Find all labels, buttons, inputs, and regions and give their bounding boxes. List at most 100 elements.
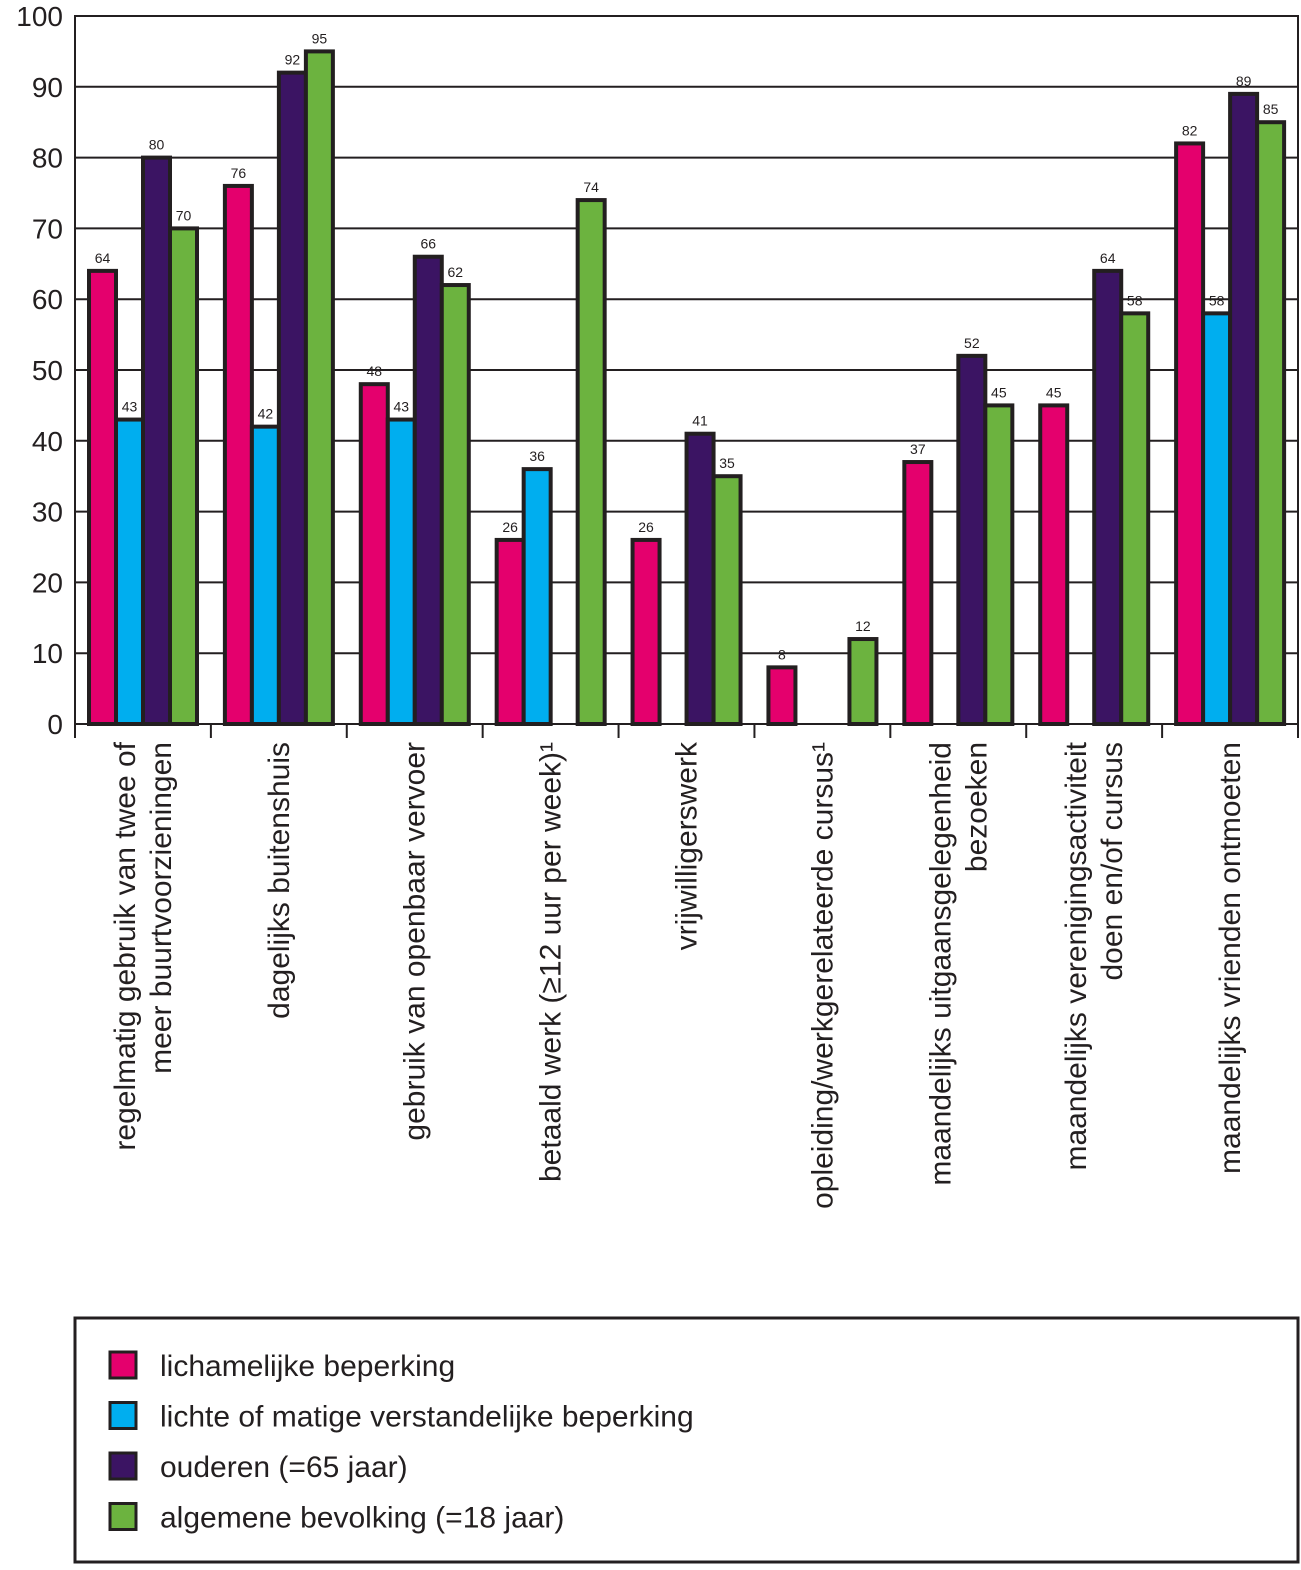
- x-tick-label-line: dagelijks buitenshuis: [263, 742, 296, 1019]
- y-tick-label: 80: [32, 143, 63, 174]
- bar: [1255, 120, 1287, 726]
- x-tick-label: maandelijks uitgaansgelegenheid bezoeken: [924, 742, 993, 1186]
- x-tick-label: opleiding/werkgerelateerde cursus¹: [806, 742, 839, 1209]
- value-label: 52: [964, 335, 980, 351]
- value-label: 43: [122, 399, 138, 415]
- bar: [168, 226, 199, 726]
- x-tick-label-line: maandelijks verenigingsactiviteit: [1060, 741, 1093, 1170]
- bar: [1119, 311, 1151, 726]
- bar: [303, 49, 335, 726]
- y-tick-label: 60: [32, 284, 63, 315]
- bar: [847, 637, 879, 726]
- legend-label: algemene bevolking (=18 jaar): [160, 1502, 564, 1535]
- bar: [684, 431, 716, 726]
- value-label: 45: [991, 384, 1007, 400]
- x-tick-label-line: vrijwilligerswerk: [671, 741, 704, 950]
- y-tick-label: 50: [32, 355, 63, 386]
- value-label: 70: [176, 207, 192, 223]
- legend-label: ouderen (=65 jaar): [160, 1451, 408, 1484]
- value-label: 12: [855, 618, 871, 634]
- x-tick-label: gebruik van openbaar vervoer: [399, 742, 432, 1141]
- value-label: 92: [285, 52, 301, 68]
- value-label: 95: [312, 30, 328, 46]
- bar: [276, 70, 308, 726]
- bar: [956, 353, 988, 726]
- y-tick-label: 0: [47, 709, 63, 740]
- value-label: 42: [258, 406, 274, 422]
- x-tick-label: regelmatig gebruik van twee of meer buurt…: [109, 741, 178, 1150]
- x-tick-label-line: gebruik van openbaar vervoer: [399, 742, 432, 1141]
- value-label: 37: [910, 441, 926, 457]
- y-tick-label: 10: [32, 638, 63, 669]
- bar: [983, 403, 1015, 726]
- value-label: 64: [1100, 250, 1116, 266]
- value-label: 62: [447, 264, 463, 280]
- x-tick-label: vrijwilligerswerk: [671, 741, 704, 950]
- bar: [630, 537, 662, 726]
- x-tick-label-line: doen en/of cursus: [1096, 742, 1129, 981]
- value-label: 41: [692, 413, 708, 429]
- y-tick-label: 70: [32, 213, 63, 244]
- value-label: 35: [719, 455, 735, 471]
- bar: [439, 283, 471, 726]
- legend-swatch: [108, 1451, 138, 1481]
- bar: [1174, 141, 1206, 726]
- legend-swatch: [108, 1350, 138, 1380]
- x-tick-label-line: meer buurtvoorzieningen: [145, 742, 178, 1074]
- bar: [114, 417, 145, 726]
- value-label: 26: [502, 519, 518, 535]
- x-tick-label-line: bezoeken: [960, 742, 993, 872]
- x-tick-label-line: opleiding/werkgerelateerde cursus¹: [806, 742, 839, 1209]
- y-tick-label: 30: [32, 497, 63, 528]
- x-tick-label: dagelijks buitenshuis: [263, 742, 296, 1019]
- value-label: 43: [393, 399, 409, 415]
- bar: [575, 198, 607, 726]
- x-tick-label: betaald werk (≥12 uur per week)¹: [535, 742, 568, 1182]
- bar: [141, 155, 172, 727]
- value-label: 8: [778, 646, 786, 662]
- bar: [1092, 268, 1124, 726]
- bar: [1228, 91, 1260, 726]
- y-tick-label: 90: [32, 72, 63, 103]
- value-label: 58: [1127, 292, 1143, 308]
- bar: [1201, 311, 1233, 726]
- x-tick-label-line: regelmatig gebruik van twee of: [109, 741, 142, 1150]
- bar: [222, 183, 254, 727]
- bar: [766, 665, 798, 726]
- bar: [87, 268, 118, 726]
- value-label: 89: [1236, 73, 1252, 89]
- value-label: 64: [95, 250, 111, 266]
- value-label: 80: [149, 137, 165, 153]
- y-tick-label: 40: [32, 426, 63, 457]
- value-label: 76: [231, 165, 247, 181]
- value-label: 36: [529, 448, 545, 464]
- y-tick-label: 100: [16, 1, 63, 32]
- y-tick-label: 20: [32, 567, 63, 598]
- legend-label: lichte of matige verstandelijke beperkin…: [160, 1401, 694, 1434]
- value-label: 26: [638, 519, 654, 535]
- bar: [385, 417, 417, 726]
- bar: [412, 254, 444, 726]
- bar: [249, 424, 281, 726]
- bar: [494, 537, 526, 726]
- x-tick-label: maandelijks verenigingsactiviteit doen en…: [1060, 741, 1129, 1170]
- bar: [902, 460, 934, 726]
- bar: [521, 467, 553, 726]
- x-tick-label: maandelijks vrienden ontmoeten: [1214, 742, 1247, 1174]
- value-label: 82: [1182, 122, 1198, 138]
- value-label: 45: [1046, 384, 1062, 400]
- value-label: 48: [366, 363, 382, 379]
- x-tick-label-line: betaald werk (≥12 uur per week)¹: [535, 742, 568, 1182]
- value-label: 85: [1263, 101, 1279, 117]
- bar: [711, 474, 743, 727]
- legend-swatch: [108, 1502, 138, 1531]
- value-label: 74: [583, 179, 599, 195]
- bar: [1038, 403, 1070, 726]
- legend-label: lichamelijke beperking: [160, 1350, 455, 1383]
- legend-swatch: [108, 1401, 138, 1430]
- legend-box: [73, 1316, 1300, 1564]
- value-label: 66: [420, 236, 436, 252]
- x-tick-label-line: maandelijks uitgaansgelegenheid: [924, 742, 957, 1186]
- value-label: 58: [1209, 292, 1225, 308]
